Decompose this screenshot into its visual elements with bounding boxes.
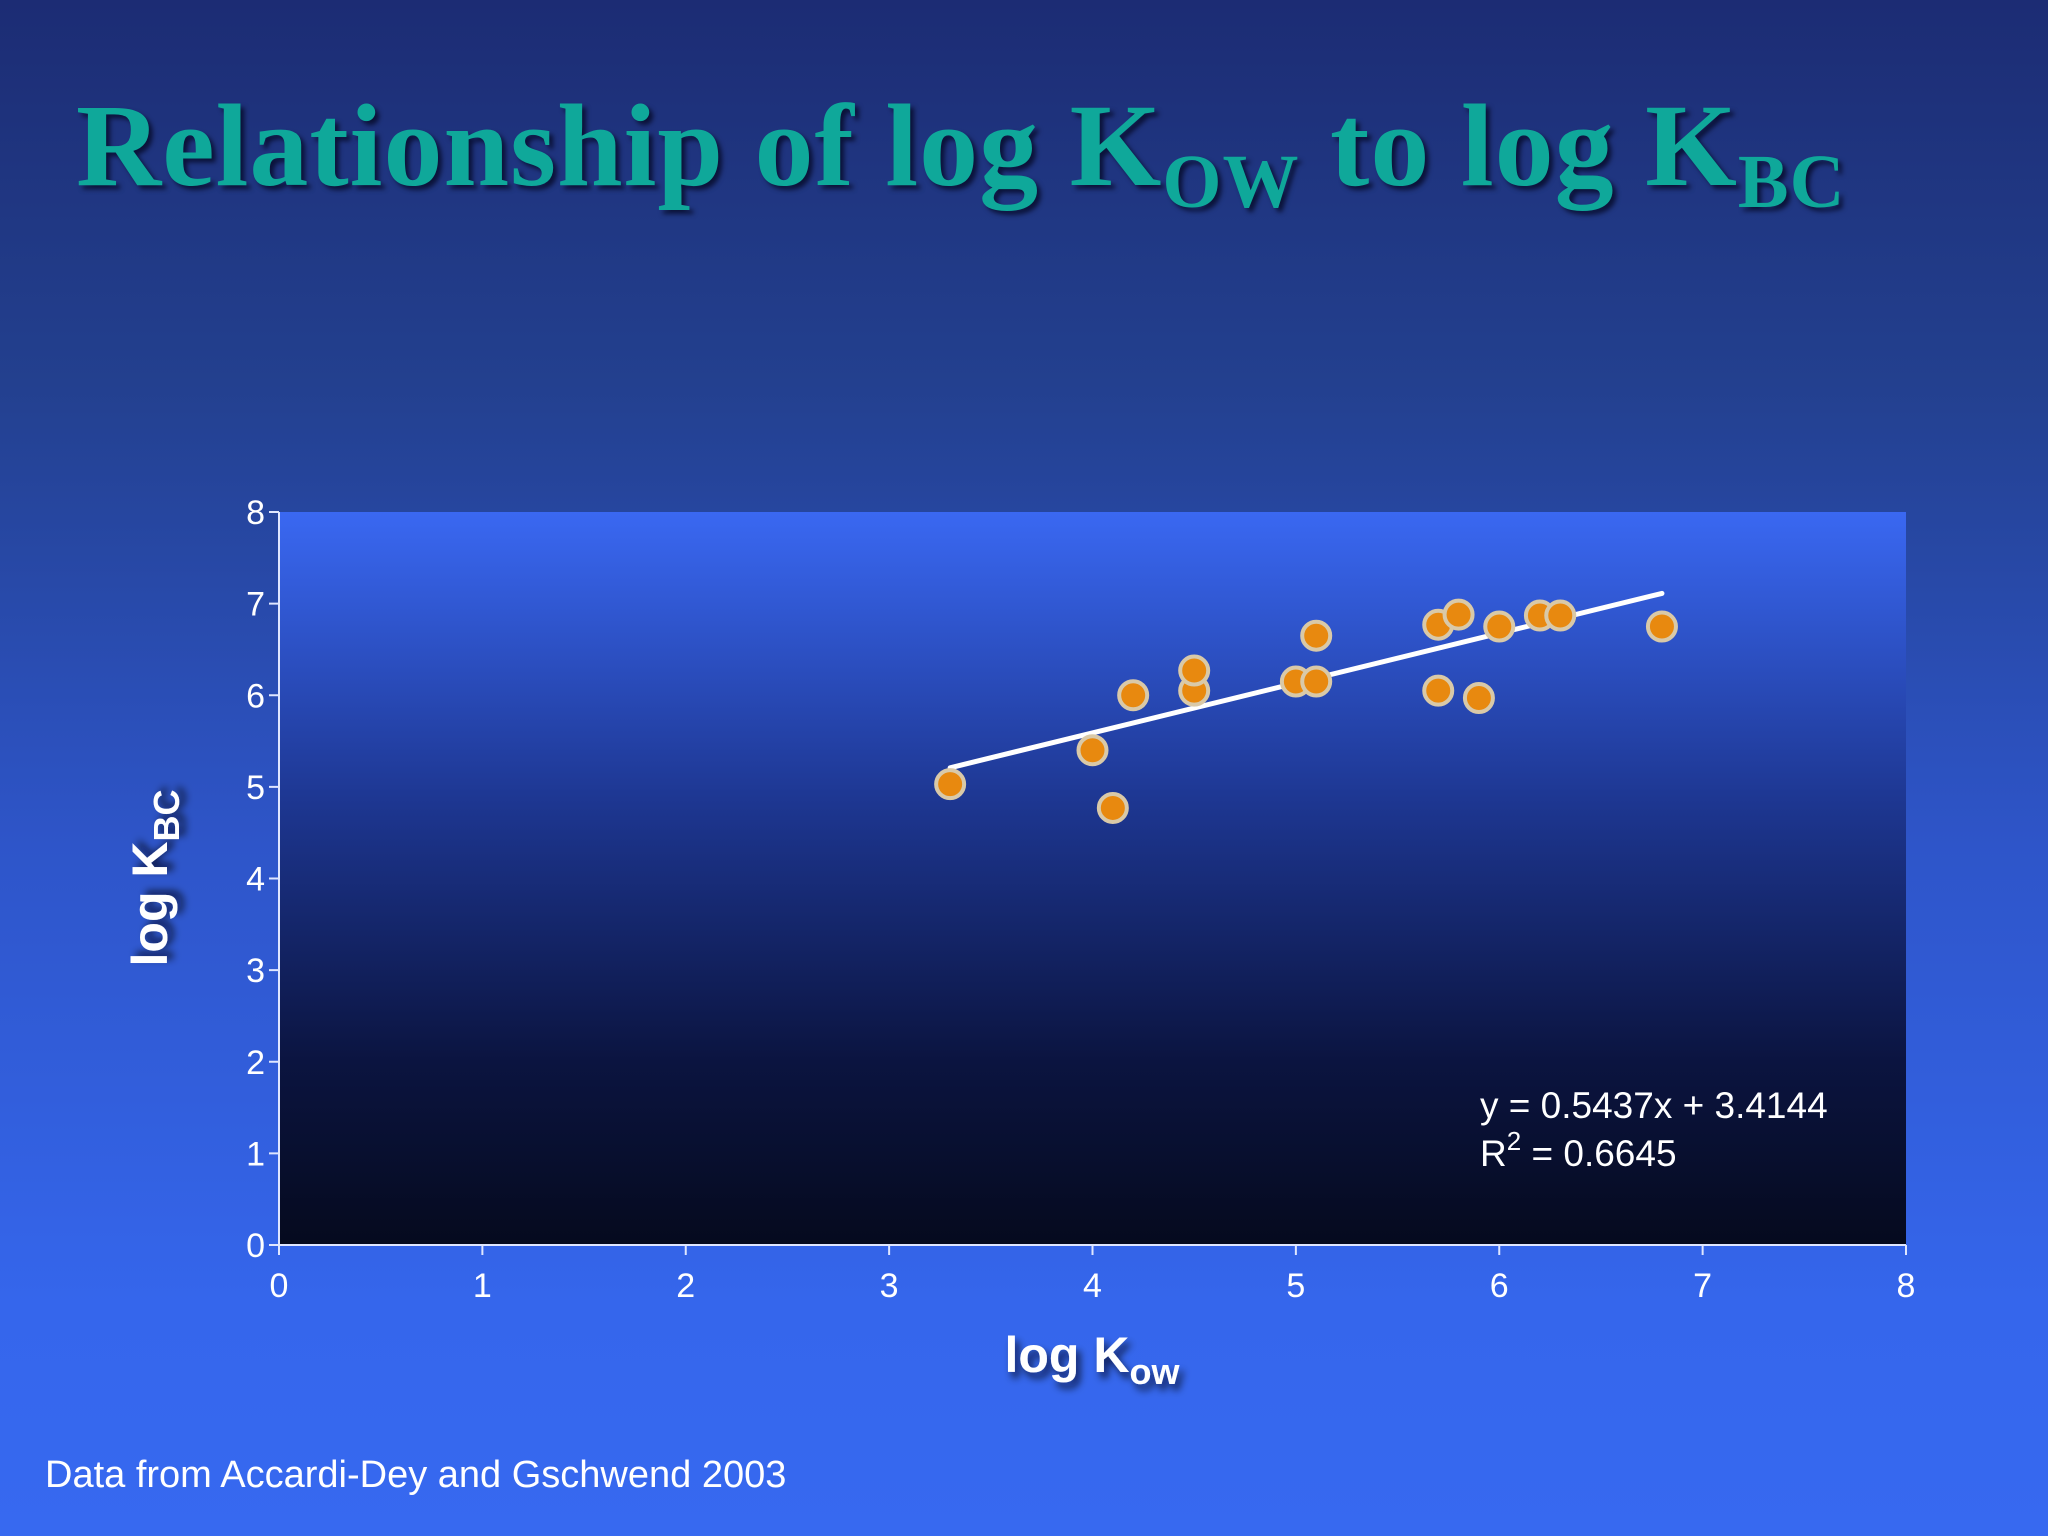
data-point [1422,674,1455,707]
data-point [1483,610,1516,643]
x-tick-label: 8 [1897,1267,1916,1305]
x-tick-label: 6 [1490,1267,1509,1305]
x-tick-label: 5 [1286,1267,1305,1305]
x-axis-title-main: log K [1005,1327,1130,1383]
data-point [1300,665,1333,698]
x-axis-title: log Kow [1005,1327,1181,1392]
r-squared-exponent: 2 [1507,1126,1521,1156]
x-axis-ticks: 0 1 2 3 4 5 6 7 8 [270,1245,1916,1305]
x-axis-title-subscript: ow [1129,1351,1180,1392]
y-tick-label: 6 [246,677,265,715]
y-tick-label: 7 [246,586,265,624]
trendline-equation: y = 0.5437x + 3.4144 [1480,1085,1828,1126]
y-axis-title: log KBC [122,790,187,967]
plot-area [279,512,1906,1245]
y-tick-label: 8 [246,494,265,532]
r-squared-label: R2 = 0.6645 [1480,1126,1677,1174]
y-axis-title-subscript: BC [146,790,187,842]
y-axis-ticks: 0 1 2 3 4 5 6 7 8 [246,494,279,1265]
y-tick-label: 5 [246,769,265,807]
x-tick-label: 7 [1693,1267,1712,1305]
y-tick-label: 2 [246,1044,265,1082]
title-subscript-bc: BC [1737,140,1846,224]
data-point [934,768,967,801]
y-tick-label: 4 [246,861,265,899]
title-text-2: to log K [1299,80,1738,211]
y-tick-label: 1 [246,1135,265,1173]
y-tick-label: 3 [246,952,265,990]
data-point [1117,679,1150,712]
data-point [1300,619,1333,652]
x-tick-label: 0 [270,1267,289,1305]
title-subscript-ow: OW [1162,140,1300,224]
x-tick-label: 1 [473,1267,492,1305]
title-text-1: Relationship of log K [76,80,1163,211]
data-points [934,598,1678,824]
data-point [1645,610,1678,643]
y-tick-label: 0 [246,1227,265,1265]
data-point [1462,681,1495,714]
data-point [1178,654,1211,687]
x-tick-label: 3 [880,1267,899,1305]
y-axis-title-main: log K [122,842,178,967]
x-tick-label: 2 [676,1267,695,1305]
r-squared-r: R [1480,1133,1507,1174]
source-note: Data from Accardi-Dey and Gschwend 2003 [45,1454,787,1496]
data-point [1442,598,1475,631]
data-point [1096,791,1129,824]
slide-title: Relationship of log KOW to log KBC [76,78,1845,226]
data-point [1544,599,1577,632]
data-point [1076,734,1109,767]
r-squared-value: = 0.6645 [1521,1133,1676,1174]
x-tick-label: 4 [1083,1267,1102,1305]
